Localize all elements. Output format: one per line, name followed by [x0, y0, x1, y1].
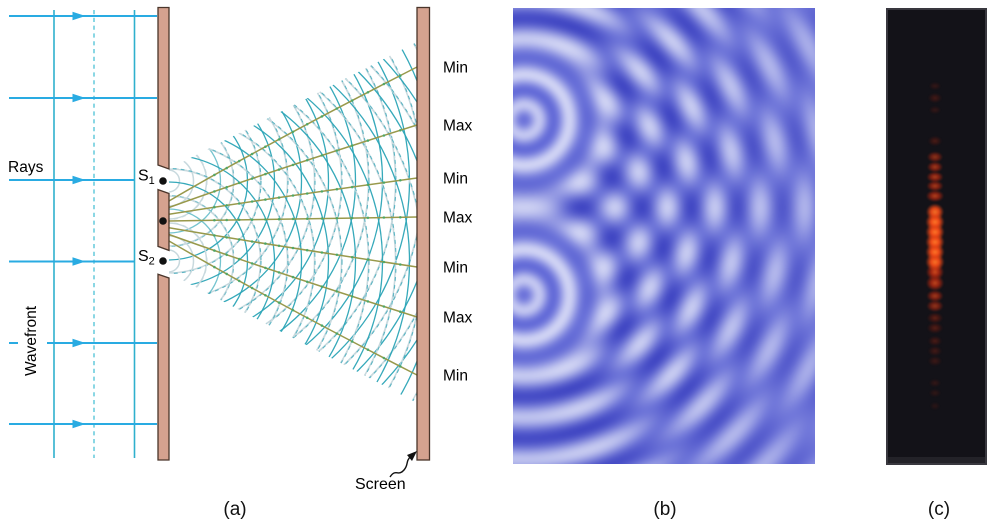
- svg-text:Max: Max: [443, 118, 473, 135]
- svg-text:Min: Min: [443, 368, 468, 385]
- svg-text:Max: Max: [443, 210, 473, 227]
- svg-text:Min: Min: [443, 60, 468, 77]
- svg-text:Min: Min: [443, 171, 468, 188]
- svg-text:S2: S2: [138, 248, 155, 268]
- svg-text:Max: Max: [443, 310, 473, 327]
- svg-text:Screen: Screen: [355, 476, 406, 493]
- svg-text:Rays: Rays: [8, 159, 44, 176]
- svg-text:Min: Min: [443, 260, 468, 277]
- svg-text:S1: S1: [138, 168, 155, 188]
- svg-text:Wavefront: Wavefront: [23, 305, 40, 376]
